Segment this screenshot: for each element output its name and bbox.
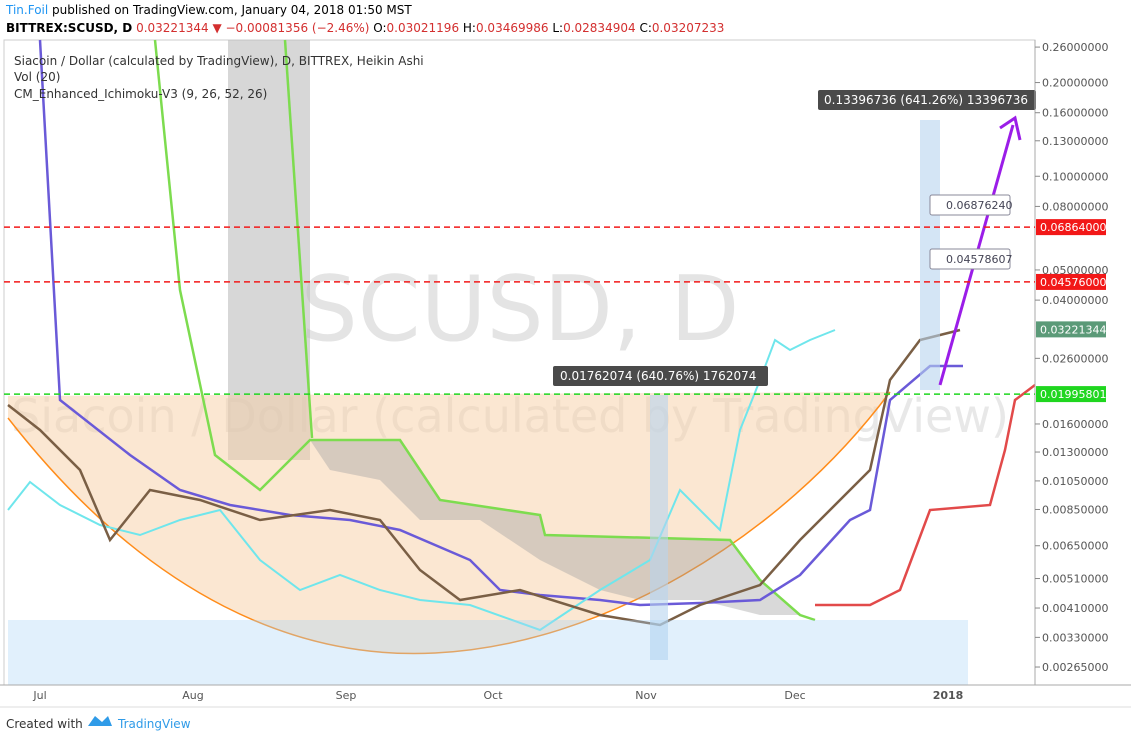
y-tick-label: 0.00850000: [1042, 503, 1108, 516]
open: 0.03021196: [386, 21, 460, 35]
change: −0.00081356 (−2.46%): [225, 21, 370, 35]
x-tick-label: Jul: [32, 689, 46, 702]
footer-text: Created with: [6, 717, 83, 731]
y-tick-label: 0.00265000: [1042, 661, 1108, 674]
y-tick-label: 0.01300000: [1042, 446, 1108, 459]
close: 0.03207233: [651, 21, 725, 35]
x-tick-label: Nov: [635, 689, 657, 702]
y-tick-label: 0.04000000: [1042, 294, 1108, 307]
span-line: [283, 39, 314, 439]
y-tick-label: 0.13000000: [1042, 135, 1108, 148]
high: 0.03469986: [475, 21, 549, 35]
last: 0.03221344: [136, 21, 209, 35]
price-tag-label: 0.03221344: [1040, 323, 1106, 336]
callout-box: [929, 194, 1011, 216]
watermark-symbol: SCUSD, D: [301, 257, 740, 362]
annotation-box: [818, 90, 1036, 110]
price-tag-label: 0.01995801: [1040, 388, 1106, 401]
callout: 0.04578607: [946, 253, 1012, 266]
annotation: 0.13396736 (641.26%) 13396736: [824, 93, 1028, 107]
price-tag-label: 0.06864000: [1040, 221, 1106, 234]
symbol: BITTREX:SCUSD, D: [6, 21, 133, 35]
y-tick-label: 0.05000000: [1042, 264, 1108, 277]
arrow-head: [999, 115, 1022, 141]
brand[interactable]: TradingView: [117, 717, 191, 731]
y-tick-label: 0.00650000: [1042, 540, 1108, 553]
o-label: O:: [373, 21, 387, 35]
c-label: C:: [639, 21, 652, 35]
cup-fill: [8, 392, 890, 654]
price-tag: [1036, 273, 1106, 290]
author[interactable]: Tin.Foil: [6, 3, 49, 17]
publish-line: Tin.Foil published on TradingView.com, J…: [6, 3, 412, 17]
legend-entry: CM_Enhanced_Ichimoku-V3 (9, 26, 52, 26): [14, 87, 267, 101]
brand-logo: [88, 716, 112, 726]
x-tick-label: 2018: [933, 689, 964, 702]
cup-curve: [7, 391, 891, 655]
price-tag: [1036, 321, 1106, 338]
legend-entry: Vol (20): [14, 70, 60, 84]
price-tag-label: 0.04576000: [1040, 276, 1106, 289]
l-label: L:: [552, 21, 564, 35]
y-tick-label: 0.02600000: [1042, 352, 1108, 365]
y-tick-label: 0.01600000: [1042, 418, 1108, 431]
y-tick-label: 0.20000000: [1042, 77, 1108, 90]
conversion-line: [7, 328, 961, 627]
callout-box: [929, 248, 1011, 270]
price-tag: [1036, 386, 1106, 403]
x-tick-label: Aug: [182, 689, 203, 702]
cloud: [310, 440, 800, 615]
publish-info: published on TradingView.com, January 04…: [52, 3, 412, 17]
ticker-line: BITTREX:SCUSD, D 0.03221344 ▼ −0.0008135…: [6, 21, 724, 35]
y-tick-label: 0.01050000: [1042, 475, 1108, 488]
range-box: [650, 395, 668, 660]
x-tick-label: Dec: [784, 689, 805, 702]
x-tick-label: Oct: [483, 689, 503, 702]
h-label: H:: [462, 21, 476, 35]
y-tick-label: 0.00510000: [1042, 573, 1108, 586]
leading-line: [815, 384, 1036, 607]
volume-area: [8, 620, 968, 685]
annotation: 0.01762074 (640.76%) 1762074: [560, 369, 756, 383]
y-tick-label: 0.00330000: [1042, 631, 1108, 644]
y-tick-label: 0.00410000: [1042, 602, 1108, 615]
x-tick-label: Sep: [336, 689, 357, 702]
price-tag: [1036, 219, 1106, 236]
y-tick-label: 0.10000000: [1042, 170, 1108, 183]
low: 0.02834904: [563, 21, 636, 35]
callout: 0.06876240: [946, 199, 1012, 212]
y-tick-label: 0.08000000: [1042, 200, 1108, 213]
annotation-box: [553, 366, 768, 386]
y-tick-label: 0.16000000: [1042, 107, 1108, 120]
shade: [228, 40, 310, 460]
chart: SCUSD, D Siacoin / Dollar (calculated by…: [0, 39, 1131, 731]
legend-entry: Siacoin / Dollar (calculated by TradingV…: [14, 54, 424, 68]
span-line: [153, 39, 816, 622]
arrow: ▼: [212, 21, 222, 35]
y-tick-label: 0.26000000: [1042, 41, 1108, 54]
